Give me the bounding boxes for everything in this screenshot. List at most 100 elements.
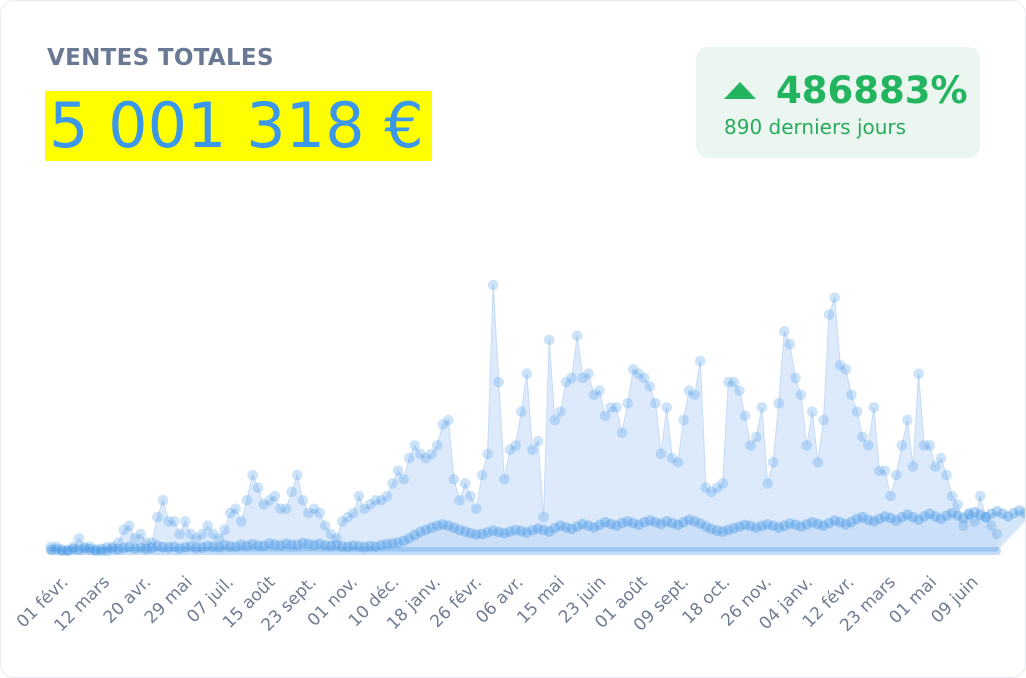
lower-series-point bbox=[465, 528, 477, 539]
upper-series-point bbox=[543, 334, 555, 346]
upper-series-point bbox=[174, 528, 185, 540]
lower-series-point bbox=[140, 543, 152, 555]
upper-series-point bbox=[146, 537, 158, 548]
upper-series-point bbox=[751, 431, 762, 443]
lower-series-point bbox=[773, 522, 784, 533]
upper-series-point bbox=[644, 381, 656, 392]
lower-series-point bbox=[314, 538, 326, 550]
lower-series-area bbox=[51, 510, 1025, 551]
lower-series-point bbox=[538, 524, 549, 536]
upper-series-point bbox=[292, 469, 303, 481]
lower-series-point bbox=[353, 541, 365, 552]
upper-series-point bbox=[835, 359, 846, 371]
upper-series-point bbox=[107, 541, 118, 553]
lower-series-point bbox=[678, 517, 689, 528]
upper-series-point bbox=[140, 537, 152, 548]
upper-series-point bbox=[890, 469, 902, 481]
lower-series-point bbox=[868, 516, 880, 527]
upper-series-point bbox=[885, 490, 896, 502]
total-sales-value: 5 001 318 € bbox=[45, 91, 432, 161]
upper-series-point bbox=[236, 516, 247, 527]
upper-series-point bbox=[706, 486, 717, 498]
lower-series-point bbox=[370, 541, 382, 553]
upper-series-point bbox=[969, 516, 980, 527]
upper-series-point bbox=[633, 368, 645, 380]
lower-series-point bbox=[918, 511, 930, 522]
upper-series-point bbox=[695, 355, 706, 367]
lower-series-point bbox=[566, 523, 577, 535]
lower-series-point bbox=[801, 519, 812, 530]
upper-series-point bbox=[252, 482, 264, 494]
lower-series-point bbox=[454, 524, 465, 536]
upper-series-point bbox=[280, 503, 292, 515]
upper-series-point bbox=[700, 482, 712, 494]
upper-series-point bbox=[717, 478, 728, 489]
upper-series-point bbox=[96, 545, 107, 557]
upper-series-point bbox=[398, 473, 410, 485]
lower-series-point bbox=[191, 542, 202, 554]
upper-series-point bbox=[376, 495, 387, 506]
lower-series-point bbox=[1014, 505, 1025, 516]
lower-series-point bbox=[851, 513, 863, 525]
upper-series-point bbox=[773, 397, 784, 409]
upper-series-point bbox=[639, 372, 650, 384]
lower-series-point bbox=[118, 542, 130, 554]
lower-series-point bbox=[359, 541, 370, 553]
upper-series-point bbox=[527, 444, 538, 456]
lower-series-point bbox=[168, 541, 180, 553]
upper-series-point bbox=[896, 440, 908, 451]
lower-series-point bbox=[297, 537, 309, 549]
lower-series-point bbox=[952, 510, 964, 521]
change-percent: 486883% bbox=[776, 68, 968, 112]
upper-series-point bbox=[331, 533, 342, 544]
lower-series-point bbox=[532, 523, 544, 534]
lower-series-point bbox=[818, 520, 829, 531]
lower-series-point bbox=[459, 526, 471, 537]
lower-series-point bbox=[622, 516, 633, 527]
upper-series-point bbox=[476, 469, 488, 481]
lower-series-point bbox=[219, 539, 230, 551]
lower-series-point bbox=[784, 518, 796, 529]
lower-series-point bbox=[437, 519, 449, 530]
upper-series-point bbox=[605, 402, 617, 413]
lower-series-point bbox=[280, 538, 292, 550]
lower-series-point bbox=[924, 508, 936, 520]
upper-series-point bbox=[627, 364, 639, 375]
upper-series-point bbox=[409, 440, 421, 451]
upper-series-point bbox=[62, 545, 74, 557]
upper-series-point bbox=[415, 448, 426, 460]
upper-series-point bbox=[208, 528, 219, 540]
upper-series-point bbox=[840, 364, 852, 375]
upper-series-point bbox=[191, 533, 202, 544]
upper-series-point bbox=[672, 457, 684, 468]
upper-series-point bbox=[521, 368, 533, 380]
lower-series-point bbox=[650, 517, 661, 528]
upper-series-point bbox=[661, 402, 672, 413]
upper-series-point bbox=[762, 478, 773, 489]
lower-series-point bbox=[90, 544, 102, 555]
upper-series-point bbox=[616, 427, 628, 439]
upper-series-point bbox=[571, 330, 583, 342]
lower-series-point bbox=[633, 519, 645, 531]
upper-series-point bbox=[863, 440, 874, 451]
upper-series-point bbox=[745, 440, 756, 451]
upper-series-point bbox=[857, 431, 868, 443]
upper-series-point bbox=[958, 520, 969, 531]
lower-series-point bbox=[415, 526, 426, 538]
upper-series-point bbox=[73, 533, 85, 544]
upper-series-point bbox=[68, 541, 79, 553]
upper-series-point bbox=[952, 499, 964, 510]
upper-series-point bbox=[213, 533, 225, 544]
upper-series-point bbox=[986, 520, 997, 531]
lower-series-point bbox=[997, 508, 1008, 520]
lower-series-point bbox=[515, 525, 527, 537]
lower-series-point bbox=[504, 526, 516, 537]
lower-series-point bbox=[146, 542, 158, 554]
upper-series-point bbox=[795, 389, 807, 401]
upper-series-point bbox=[711, 482, 723, 494]
upper-series-area bbox=[50, 284, 998, 552]
lower-series-point bbox=[180, 541, 191, 553]
lower-series-point bbox=[56, 544, 68, 555]
upper-series-point bbox=[487, 279, 499, 291]
lower-series-point bbox=[941, 510, 952, 521]
